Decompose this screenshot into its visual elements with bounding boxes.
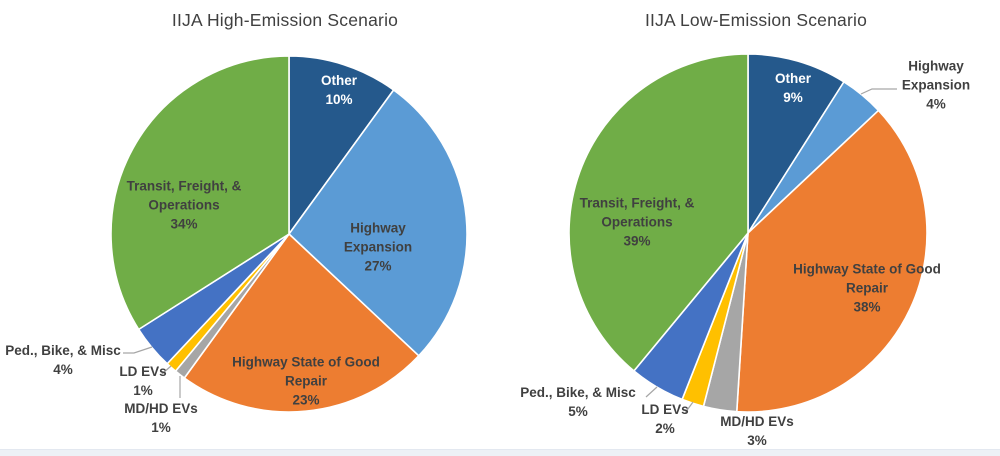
pie-slice-high-highway-state-of-good-repair	[183, 233, 420, 413]
label-low-transit-pct: 39%	[623, 233, 651, 249]
label-low-other-name: Other	[774, 70, 811, 86]
label-low-mdhd-evs-pct: 3%	[747, 433, 767, 448]
label-low-ld-evs: LD EVs 2%	[630, 400, 700, 438]
pie-slice-low-transit-freight-operations	[568, 53, 749, 372]
label-high-other: Other 10%	[289, 71, 389, 109]
pie-slice-low-other	[747, 53, 845, 234]
label-high-ld-evs-name: LD EVs	[119, 363, 167, 379]
label-low-good-repair-name: Highway State of Good Repair	[793, 261, 941, 296]
chart-title-high-emission: IIJA High-Emission Scenario	[171, 10, 399, 30]
label-low-ld-evs-pct: 2%	[655, 421, 675, 436]
label-low-good-repair: Highway State of Good Repair 38%	[782, 259, 952, 316]
label-high-transit-pct: 34%	[170, 216, 198, 232]
label-low-ped-bike-name: Ped., Bike, & Misc	[520, 384, 636, 400]
bottom-strip	[0, 449, 1000, 456]
label-high-mdhd-evs-pct: 1%	[151, 420, 171, 435]
label-high-ped-bike-pct: 4%	[53, 362, 73, 377]
pie-high-emission	[110, 55, 468, 413]
label-high-mdhd-evs-name: MD/HD EVs	[124, 400, 198, 416]
label-high-highway-expansion-name: Highway Expansion	[343, 220, 413, 255]
label-high-ped-bike-name: Ped., Bike, & Misc	[5, 342, 121, 358]
label-low-other: Other 9%	[743, 69, 843, 107]
label-low-transit: Transit, Freight, & Operations 39%	[551, 193, 723, 250]
label-low-highway-expansion-name: Highway Expansion	[901, 58, 971, 93]
leader-line-low-ld-evs	[684, 401, 694, 414]
label-low-ped-bike-pct: 5%	[568, 404, 588, 419]
label-high-ped-bike: Ped., Bike, & Misc 4%	[0, 341, 128, 379]
label-high-highway-expansion: Highway Expansion 27%	[323, 218, 433, 275]
leader-line-high-ped-bike	[123, 346, 153, 354]
label-high-other-name: Other	[320, 72, 357, 88]
label-high-transit-name: Transit, Freight, & Operations	[126, 178, 242, 213]
label-high-ld-evs: LD EVs 1%	[108, 362, 178, 400]
leader-line-low-highway-expansion	[860, 88, 897, 95]
label-high-good-repair-pct: 23%	[292, 392, 320, 408]
pie-slice-low-highway-state-of-good-repair	[735, 109, 928, 413]
leader-line-low-ped-bike	[645, 386, 658, 398]
label-high-transit: Transit, Freight, & Operations 34%	[98, 176, 270, 233]
leader-line-high-ld-evs	[161, 365, 172, 375]
label-low-transit-name: Transit, Freight, & Operations	[579, 195, 695, 230]
label-low-mdhd-evs: MD/HD EVs 3%	[697, 412, 817, 450]
label-high-mdhd-evs: MD/HD EVs 1%	[101, 399, 221, 437]
label-low-mdhd-evs-name: MD/HD EVs	[720, 413, 794, 429]
label-low-ped-bike: Ped., Bike, & Misc 5%	[508, 383, 648, 421]
label-low-highway-expansion: Highway Expansion 4%	[886, 56, 986, 113]
pie-low-emission	[568, 53, 928, 413]
pie-slice-high-transit-freight-operations	[110, 55, 290, 331]
pie-slice-high-other	[288, 55, 395, 235]
label-low-highway-expansion-pct: 4%	[926, 96, 946, 112]
pie-slice-high-highway-expansion	[288, 89, 468, 357]
label-high-ld-evs-pct: 1%	[133, 383, 153, 398]
chart-title-low-emission: IIJA Low-Emission Scenario	[644, 10, 868, 30]
label-high-highway-expansion-pct: 27%	[364, 258, 392, 274]
label-high-good-repair: Highway State of Good Repair 23%	[221, 352, 391, 409]
label-low-ld-evs-name: LD EVs	[641, 401, 689, 417]
label-low-other-pct: 9%	[783, 90, 803, 105]
label-high-other-pct: 10%	[325, 92, 353, 107]
label-high-good-repair-name: Highway State of Good Repair	[232, 354, 380, 389]
label-low-good-repair-pct: 38%	[853, 299, 881, 315]
